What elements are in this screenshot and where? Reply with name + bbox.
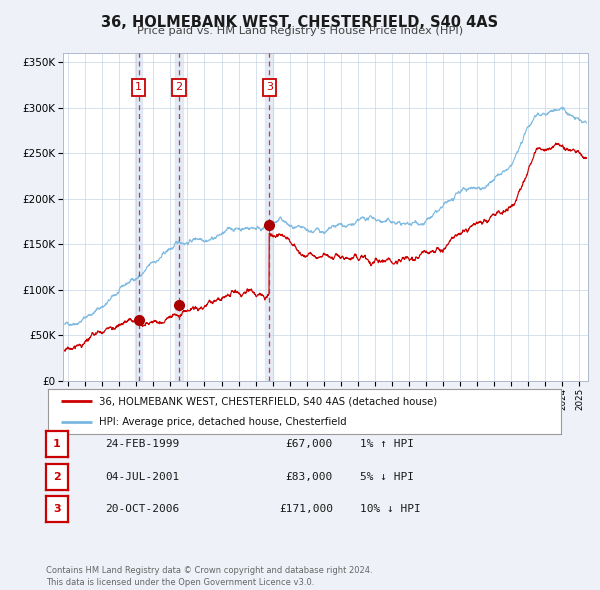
Text: 24-FEB-1999: 24-FEB-1999	[105, 440, 179, 449]
Text: 20-OCT-2006: 20-OCT-2006	[105, 504, 179, 514]
Text: £171,000: £171,000	[279, 504, 333, 514]
Text: Price paid vs. HM Land Registry's House Price Index (HPI): Price paid vs. HM Land Registry's House …	[137, 26, 463, 36]
Text: 04-JUL-2001: 04-JUL-2001	[105, 472, 179, 481]
Text: 3: 3	[266, 83, 273, 93]
Text: 36, HOLMEBANK WEST, CHESTERFIELD, S40 4AS: 36, HOLMEBANK WEST, CHESTERFIELD, S40 4A…	[101, 15, 499, 30]
Text: £83,000: £83,000	[286, 472, 333, 481]
Text: 5% ↓ HPI: 5% ↓ HPI	[360, 472, 414, 481]
Bar	[265, 53, 273, 381]
Text: 3: 3	[53, 504, 61, 514]
Text: HPI: Average price, detached house, Chesterfield: HPI: Average price, detached house, Ches…	[100, 417, 347, 427]
Bar	[175, 53, 182, 381]
Bar	[135, 53, 142, 381]
Text: £67,000: £67,000	[286, 440, 333, 449]
Text: Contains HM Land Registry data © Crown copyright and database right 2024.
This d: Contains HM Land Registry data © Crown c…	[46, 566, 373, 587]
Text: 1: 1	[53, 440, 61, 449]
Text: 1% ↑ HPI: 1% ↑ HPI	[360, 440, 414, 449]
Text: 1: 1	[135, 83, 142, 93]
Text: 10% ↓ HPI: 10% ↓ HPI	[360, 504, 421, 514]
Text: 2: 2	[175, 83, 182, 93]
Text: 36, HOLMEBANK WEST, CHESTERFIELD, S40 4AS (detached house): 36, HOLMEBANK WEST, CHESTERFIELD, S40 4A…	[100, 396, 437, 407]
Text: 2: 2	[53, 472, 61, 481]
